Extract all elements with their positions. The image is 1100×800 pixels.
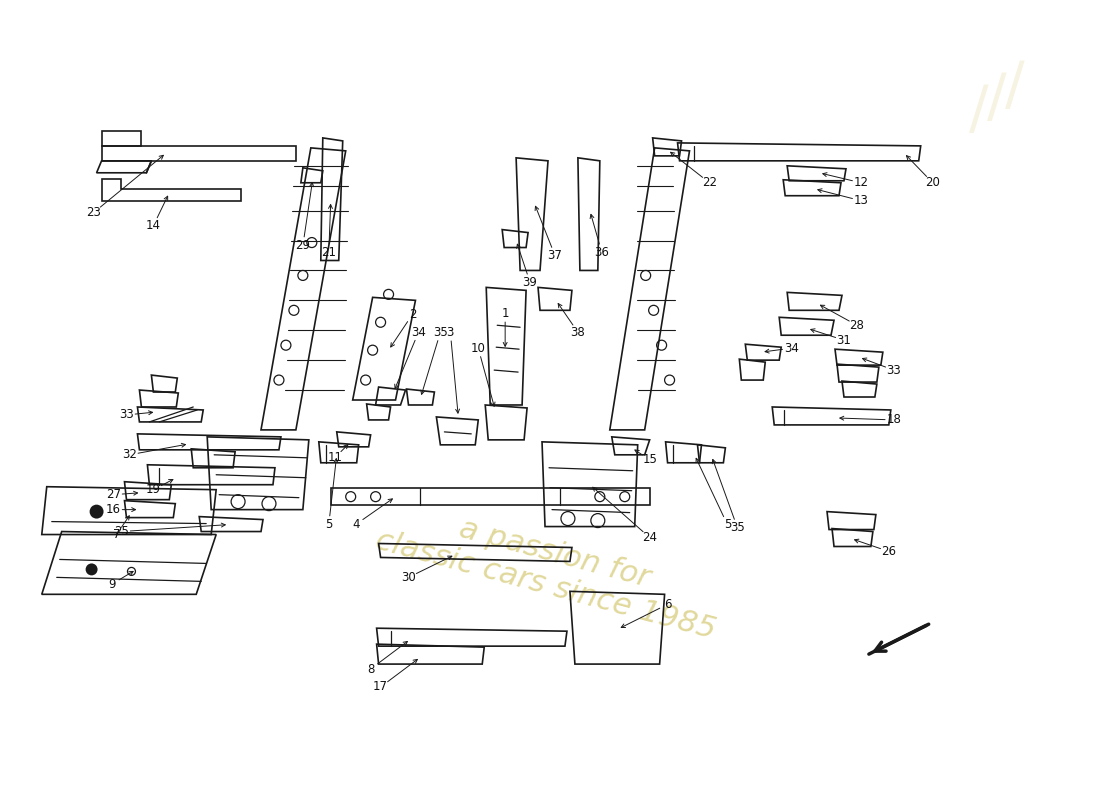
- Text: 33: 33: [119, 409, 134, 422]
- Circle shape: [86, 563, 98, 575]
- Text: 11: 11: [328, 451, 342, 464]
- Text: 22: 22: [702, 176, 717, 190]
- Text: 6: 6: [663, 598, 671, 610]
- Text: 8: 8: [367, 662, 374, 675]
- Text: 39: 39: [522, 276, 538, 289]
- Text: 38: 38: [571, 326, 585, 338]
- Text: 29: 29: [296, 239, 310, 252]
- Text: 35: 35: [433, 326, 448, 338]
- Text: a passion for
classic cars since 1985: a passion for classic cars since 1985: [373, 494, 727, 645]
- Text: 5: 5: [326, 518, 332, 531]
- Text: 28: 28: [849, 318, 865, 332]
- Circle shape: [89, 505, 103, 518]
- Text: 25: 25: [114, 525, 129, 538]
- Text: 13: 13: [854, 194, 868, 207]
- Text: 4: 4: [352, 518, 360, 531]
- Text: 5: 5: [724, 518, 732, 531]
- Text: 2: 2: [409, 308, 416, 321]
- Text: 7: 7: [113, 528, 120, 541]
- Text: 35: 35: [730, 521, 745, 534]
- Text: 14: 14: [146, 219, 161, 232]
- Text: 17: 17: [373, 681, 388, 694]
- Text: 12: 12: [854, 176, 868, 190]
- Text: 32: 32: [122, 448, 136, 462]
- Text: 26: 26: [881, 545, 896, 558]
- Text: 34: 34: [783, 342, 799, 354]
- Text: 30: 30: [402, 571, 416, 584]
- Text: 33: 33: [887, 364, 901, 377]
- Text: 36: 36: [594, 246, 609, 259]
- Text: /: /: [969, 82, 988, 139]
- Text: 16: 16: [106, 503, 121, 516]
- Text: /: /: [1004, 58, 1024, 115]
- Text: 37: 37: [548, 249, 562, 262]
- Text: 9: 9: [108, 578, 115, 591]
- Text: 19: 19: [146, 483, 161, 496]
- Text: 27: 27: [106, 488, 121, 501]
- Text: 21: 21: [321, 246, 337, 259]
- Text: 23: 23: [86, 206, 101, 219]
- Text: 18: 18: [887, 414, 901, 426]
- Text: 31: 31: [836, 334, 851, 346]
- Text: 20: 20: [925, 176, 940, 190]
- Text: 15: 15: [642, 454, 657, 466]
- Text: /: /: [987, 70, 1007, 127]
- Text: 10: 10: [471, 342, 486, 354]
- Text: 3: 3: [447, 326, 454, 338]
- Text: 24: 24: [642, 531, 657, 544]
- Text: 34: 34: [411, 326, 426, 338]
- Text: 1: 1: [502, 307, 509, 320]
